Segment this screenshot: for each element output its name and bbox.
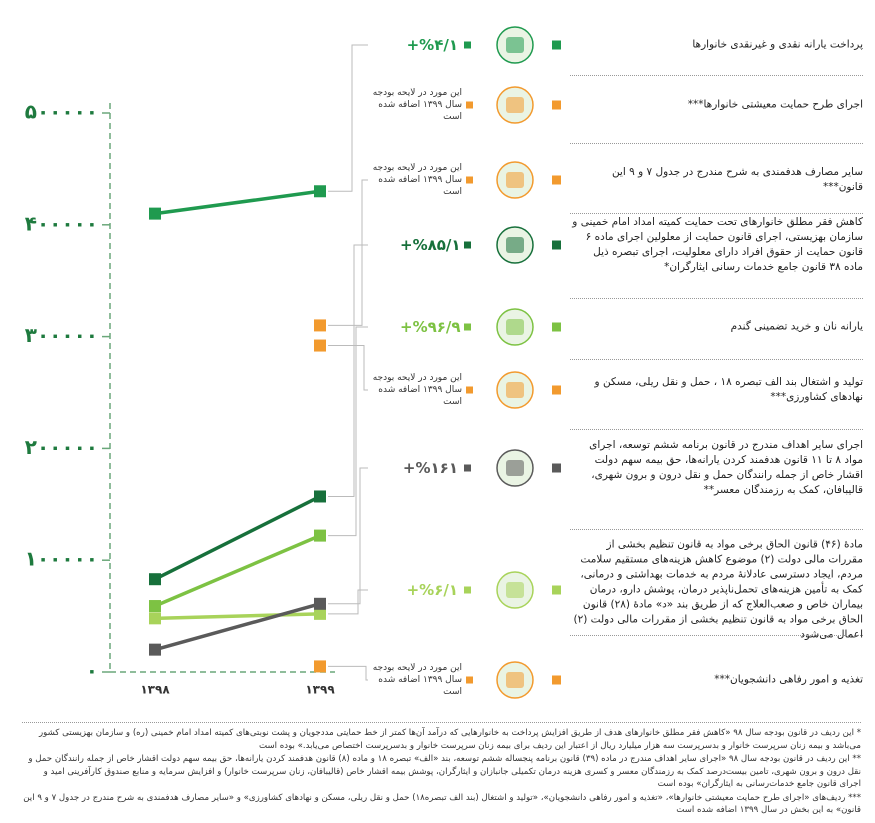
connector (328, 179, 368, 326)
item-square (552, 175, 561, 185)
y-tick-label: ۳۰۰۰۰۰ (25, 323, 98, 347)
marker (149, 573, 161, 586)
item-icon-detail (506, 97, 524, 113)
marker (149, 600, 161, 613)
connector (328, 589, 368, 615)
item-icon-detail (506, 382, 524, 398)
marker (149, 207, 161, 220)
note-square (466, 176, 473, 184)
x-tick-label: ۱۳۹۸ (140, 683, 170, 697)
separator (570, 212, 863, 214)
footnotes: * این ردیف در قانون بودجه سال ۹۸ «کاهش ف… (22, 722, 861, 818)
item-square (552, 385, 561, 395)
item-square (552, 585, 561, 595)
y-tick-label: ۱۰۰۰۰۰ (25, 547, 98, 571)
marker (314, 339, 326, 352)
footnote: *** ردیف‌های «اجرای طرح حمایت معیشتی خان… (23, 792, 861, 816)
item-text: تولید و اشتغال بند الف تبصره ۱۸ ، حمل و … (594, 376, 863, 403)
marker (314, 319, 326, 332)
item-square (552, 463, 561, 473)
footnote: * این ردیف در قانون بودجه سال ۹۸ «کاهش ف… (38, 728, 861, 751)
item-note: این مورد در لایحه بودجه سال ۱۳۹۹ اضافه ش… (372, 373, 462, 407)
item-text: اجرای طرح حمایت معیشتی خانوارها*** (687, 98, 863, 111)
item-icon-detail (506, 37, 524, 53)
connector (328, 467, 368, 605)
separator (570, 429, 863, 430)
item-icon-detail (506, 172, 524, 188)
separator (570, 358, 863, 360)
connector (328, 345, 368, 391)
item-square (552, 675, 561, 685)
y-tick-label: ۵۰۰۰۰۰ (25, 100, 98, 124)
change-label: +%۹۶/۹ (400, 318, 461, 336)
line (154, 494, 321, 581)
connector (328, 326, 368, 537)
change-square (464, 464, 471, 472)
item-icon-detail (506, 237, 524, 253)
item-note: این مورد در لایحه بودجه سال ۱۳۹۹ اضافه ش… (372, 88, 462, 122)
item-icon-detail (506, 460, 524, 476)
item-square (552, 100, 561, 110)
item-note: این مورد در لایحه بودجه سال ۱۳۹۹ اضافه ش… (372, 163, 462, 197)
item-text: مادهٔ (۴۶) قانون الحاق برخی مواد به قانو… (573, 538, 863, 641)
chart: ۰ ۱۰۰۰۰۰ ۲۰۰۰۰۰ ۳۰۰۰۰۰ ۴۰۰۰۰۰ ۵۰۰۰۰۰ ۱۳۹۸ ۱۳۹۹ (25, 26, 534, 699)
separator (570, 529, 863, 530)
connector (328, 44, 368, 192)
change-label: +%۱۶۱ (402, 459, 458, 477)
marker (314, 597, 326, 610)
change-square (464, 41, 471, 49)
note-square (466, 101, 473, 109)
change-square (464, 323, 471, 331)
item-text: اجرای سایر اهداف مندرج در قانون برنامه ش… (589, 439, 863, 496)
change-square (464, 241, 471, 249)
y-tick-label: ۲۰۰۰۰۰ (25, 435, 98, 459)
item-text: پرداخت یارانه نقدی و غیرنقدی خانوارها (692, 38, 863, 51)
change-square (464, 586, 471, 594)
marker (314, 660, 326, 673)
item-square (552, 240, 561, 250)
y-tick-label: ۰ (86, 659, 98, 683)
x-tick-label: ۱۳۹۹ (305, 683, 335, 697)
y-tick-label: ۴۰۰۰۰۰ (25, 211, 98, 235)
separator (570, 298, 863, 299)
change-label: +%۶/۱ (406, 581, 458, 599)
line (154, 533, 321, 608)
connector (328, 244, 368, 497)
item-text: یارانه نان و خرید تضمینی گندم (730, 320, 863, 333)
separator (570, 75, 863, 76)
marker (149, 612, 161, 625)
item-square (552, 322, 561, 332)
change-label: +%۴/۱ (406, 36, 458, 54)
item-text: سایر مصارف هدفمندی به شرح مندرج در جدول … (611, 166, 863, 193)
item-text: تغذیه و امور رفاهی دانشجویان*** (714, 673, 863, 686)
marker (149, 643, 161, 656)
change-label: +%۸۵/۱ (400, 236, 461, 254)
item-icon-detail (506, 672, 524, 688)
line (154, 189, 321, 216)
note-square (466, 386, 473, 394)
marker (314, 490, 326, 503)
item-text: کاهش فقر مطلق خانوارهای تحت حمایت کمیته … (572, 216, 863, 273)
line (154, 602, 321, 652)
separator (570, 635, 863, 636)
item-icon-detail (506, 582, 524, 598)
separator (570, 142, 863, 144)
item-square (552, 40, 561, 50)
note-square (466, 676, 473, 684)
marker (314, 529, 326, 542)
marker (314, 607, 326, 620)
item-note: این مورد در لایحه بودجه سال ۱۳۹۹ اضافه ش… (372, 663, 462, 697)
line (154, 612, 321, 621)
connector (328, 665, 368, 681)
marker (314, 185, 326, 198)
item-icon-detail (506, 319, 524, 335)
footnote: ** این ردیف در قانون بودجه سال ۹۸ «اجرای… (28, 754, 861, 789)
